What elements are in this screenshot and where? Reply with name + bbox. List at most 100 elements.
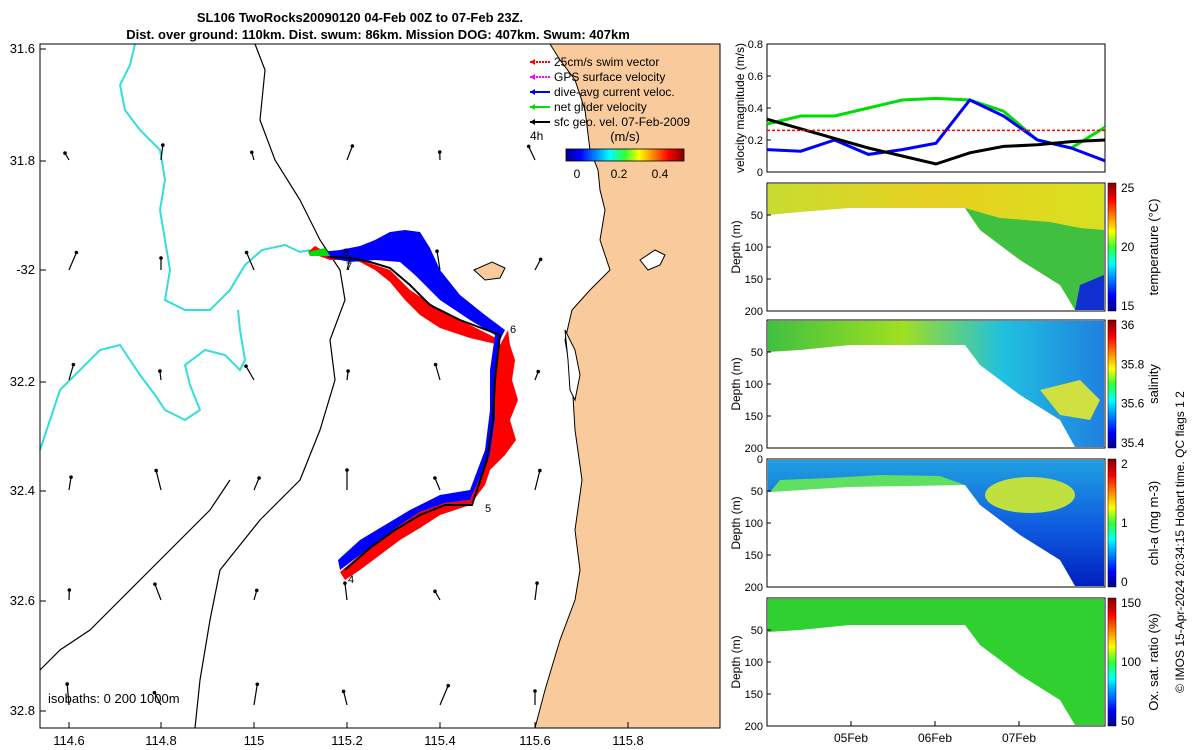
map-ytick-label: 32.6	[10, 593, 35, 608]
map-xtick-label: 115	[244, 733, 265, 748]
marker-6: 6	[510, 324, 516, 336]
geo-arrowhead	[343, 581, 347, 585]
oxygen-field	[768, 599, 1104, 725]
section-ytick-label: 200	[745, 582, 763, 594]
temperature-cold-core	[1075, 275, 1104, 310]
velocity-ytick-label: 0.4	[748, 103, 763, 115]
map-xtick-label: 115.8	[612, 733, 644, 748]
section-ytick-label: 50	[751, 625, 763, 637]
velocity-ytick-label: 0	[757, 167, 763, 179]
geo-arrow	[68, 252, 77, 271]
map-ytick-label: 31.8	[10, 153, 35, 168]
legend-label: net glider velocity	[554, 100, 647, 114]
geo-arrow	[154, 583, 162, 601]
temperature-colorbar	[1107, 182, 1117, 312]
temperature-field	[768, 184, 1104, 310]
cbar-tick-2: 0.4	[652, 167, 669, 181]
title-line2: Dist. over ground: 110km. Dist. swum: 86…	[126, 27, 630, 42]
legend-label: dive-avg current veloc.	[554, 85, 675, 99]
cbar-tick-label: 35.6	[1121, 397, 1145, 411]
speed-colorbar	[565, 148, 685, 162]
geo-arrowhead	[153, 582, 157, 586]
section-ytick-label: 100	[745, 242, 763, 254]
estuary	[639, 249, 666, 271]
section-ytick-label: 50	[751, 486, 763, 498]
geo-arrow	[68, 364, 74, 381]
velocity-ylabel: velocity magnitude (m/s)	[733, 43, 747, 173]
geo-arrowhead	[345, 468, 349, 472]
section-ytick-label: 200	[745, 306, 763, 318]
map-frame	[39, 43, 721, 729]
velocity-series	[766, 96, 1106, 166]
marker-4: 4	[348, 574, 354, 586]
legend-arrowhead	[530, 89, 535, 95]
oxygen-colorbar	[1107, 597, 1117, 727]
marker-5: 5	[485, 503, 491, 515]
geo-arrowhead	[435, 249, 439, 254]
geo-arrow	[346, 258, 351, 271]
geo-arrowhead	[533, 689, 537, 693]
section-ytick-label: 100	[745, 379, 763, 391]
legend-arrowhead	[530, 59, 535, 65]
river-2	[39, 309, 247, 451]
geo-arrowhead	[254, 588, 259, 593]
oxygen-panel: 50 100 150 200 Depth (m) 50 100 150 Ox. sat. rat…	[729, 596, 1161, 733]
geo-arrowhead	[538, 257, 543, 262]
glider-track	[329, 256, 502, 571]
geo-arrowhead	[257, 476, 261, 480]
geo-arrow	[155, 470, 162, 491]
cbar-tick-label: 35.8	[1121, 357, 1145, 371]
geo-arrowhead	[244, 250, 249, 255]
geo-arrowhead	[74, 250, 79, 255]
cbar-tick-label: 35.4	[1121, 436, 1145, 450]
legend-label: sfc geo. vel. 07-Feb-2009	[554, 115, 690, 129]
isobath-200	[194, 43, 346, 729]
chlorophyll-shallow-layer	[770, 475, 965, 492]
map-ytick-label: -32	[16, 262, 35, 277]
cbar-tick-label: 1	[1121, 516, 1128, 530]
salinity-field	[768, 321, 1104, 447]
section-ytick-label: 200	[745, 721, 763, 733]
island	[473, 261, 506, 281]
cbar-tick-label: 100	[1121, 655, 1141, 669]
section-ytick-label: 100	[745, 518, 763, 530]
geo-arrowhead	[526, 144, 531, 149]
cbar-tick-1: 0.2	[611, 167, 628, 181]
geo-arrowhead	[255, 682, 260, 687]
section-ytick-label: 50	[751, 347, 763, 359]
geo-arrowhead	[152, 690, 157, 695]
salinity-high-patch	[1040, 380, 1100, 420]
salinity-colorbar	[1107, 319, 1117, 449]
title-line1: SL106 TwoRocks20090120 04-Feb 00Z to 07-…	[197, 10, 523, 25]
map-ytick-label: 32.8	[10, 703, 35, 718]
chlorophyll-colorbar	[1107, 458, 1117, 588]
map-xtick-label: 115.4	[424, 733, 456, 748]
chlorophyll-panel: 0 50 100 150 200 Depth (m) 0 1 2 chl-a (mg m-3)	[729, 454, 1161, 594]
map-xtick-label: 115.2	[331, 733, 363, 748]
salinity-panel: 50 100 150 200 Depth (m) 35.4 35.6 35.8 36 salini…	[729, 318, 1161, 455]
temperature-panel: 50 100 150 200 Depth (m) 15 20 25 temperature (°…	[729, 181, 1161, 318]
section-ylabel: Depth (m)	[729, 357, 743, 410]
geo-arrowhead	[244, 364, 248, 368]
geo-arrow	[344, 583, 348, 601]
geo-arrowhead	[348, 256, 352, 261]
geo-arrowhead	[350, 144, 355, 148]
velocity-y-ticks: 0 0.2 0.4 0.6 0.8	[748, 39, 771, 179]
river-1	[118, 43, 311, 311]
map-panel: 8 7 6 5 4 114.6 114.8 115 115.2 115.4 115.6 11…	[10, 41, 721, 748]
geo-arrowhead	[67, 588, 72, 592]
geo-arrowhead	[536, 369, 541, 374]
geo-arrowhead	[446, 683, 451, 688]
colorbar-unit: (m/s)	[610, 129, 640, 144]
legend-arrowhead	[530, 104, 535, 110]
legend-arrowhead	[530, 119, 535, 125]
geo-arrow	[68, 477, 72, 491]
legend-arrowhead	[530, 74, 535, 80]
geo-arrowhead	[154, 468, 158, 473]
geo-arrow	[253, 684, 258, 706]
geo-arrowhead	[341, 689, 346, 694]
geo-arrow	[534, 583, 538, 601]
geo-arrowhead	[69, 475, 73, 479]
